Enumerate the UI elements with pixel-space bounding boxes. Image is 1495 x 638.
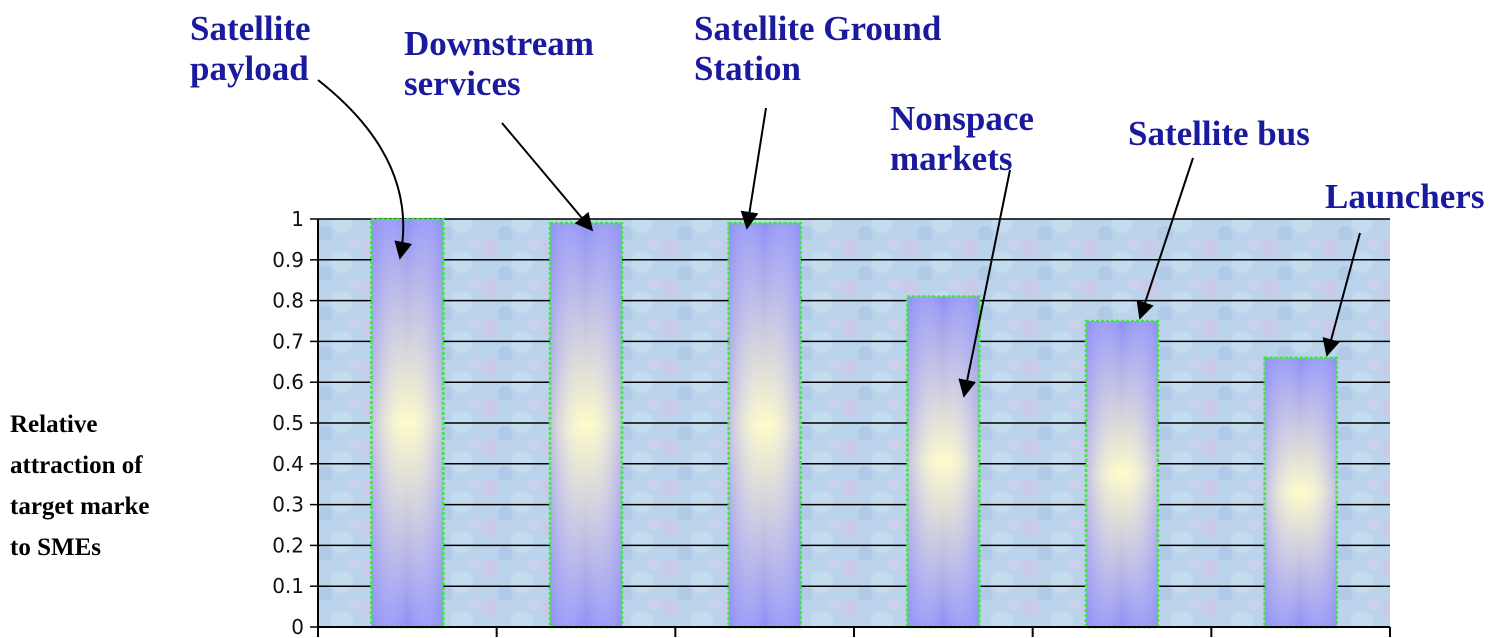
category-label: Satellite payload	[190, 9, 311, 88]
category-label: Launchers	[1325, 177, 1484, 216]
bar-group	[1263, 356, 1338, 629]
category-label-line: Satellite Ground	[694, 9, 942, 48]
bar-group	[370, 217, 445, 629]
y-tick-label: 0.2	[272, 533, 304, 557]
y-axis-label-line: to SMEs	[10, 534, 101, 561]
category-arrow	[1136, 157, 1194, 320]
y-axis-label-line: attraction of	[10, 452, 143, 479]
category-label: Satellite Ground Station	[694, 9, 942, 88]
category-label-line: Downstream	[404, 24, 594, 63]
y-tick-label: 0.7	[272, 329, 304, 353]
category-label: Downstream services	[404, 24, 594, 103]
y-tick-label: 0.3	[272, 493, 304, 517]
bar-shading	[907, 296, 980, 627]
y-axis-label: Relative attraction of target marke to SMEs	[10, 411, 150, 561]
category-label-line: services	[404, 64, 521, 103]
y-axis-label-line: target marke	[10, 493, 150, 520]
bar-shading	[728, 223, 801, 627]
category-arrow	[740, 107, 767, 230]
category-label-line: payload	[190, 49, 309, 88]
y-tick-label: 1	[291, 207, 304, 231]
y-tick-label: 0.5	[272, 411, 304, 435]
y-axis-label-line: Relative	[10, 411, 97, 438]
category-label-line: Satellite bus	[1128, 114, 1310, 153]
category-arrow	[958, 169, 1011, 398]
y-tick-label: 0.6	[272, 370, 304, 394]
bar-group	[727, 221, 802, 629]
category-label-line: Station	[694, 49, 801, 88]
category-label: Nonspace markets	[890, 99, 1034, 178]
bar-outline	[1084, 319, 1160, 629]
bar-outline	[906, 295, 981, 629]
y-tick-label: 0.1	[272, 574, 304, 598]
category-label-line: markets	[890, 139, 1012, 178]
bar-shading	[550, 223, 622, 627]
y-tick-label: 0.8	[272, 289, 304, 313]
category-label: Satellite bus	[1128, 114, 1310, 153]
category-label-line: Launchers	[1325, 177, 1484, 216]
category-arrow	[1322, 232, 1361, 357]
y-tick-label: 0.4	[272, 452, 304, 476]
bar-shading	[1086, 321, 1158, 627]
category-arrow	[501, 122, 594, 232]
category-label-line: Satellite	[190, 9, 311, 48]
bar-group	[1084, 319, 1160, 629]
bar-group	[548, 221, 624, 629]
category-label-line: Nonspace	[890, 99, 1034, 138]
bar-shading	[371, 219, 444, 627]
bar-group	[906, 295, 981, 629]
bar-shading	[1264, 357, 1337, 627]
category-arrow	[317, 79, 413, 260]
y-tick-label: 0.9	[272, 248, 304, 272]
y-tick-label: 0	[291, 615, 304, 638]
